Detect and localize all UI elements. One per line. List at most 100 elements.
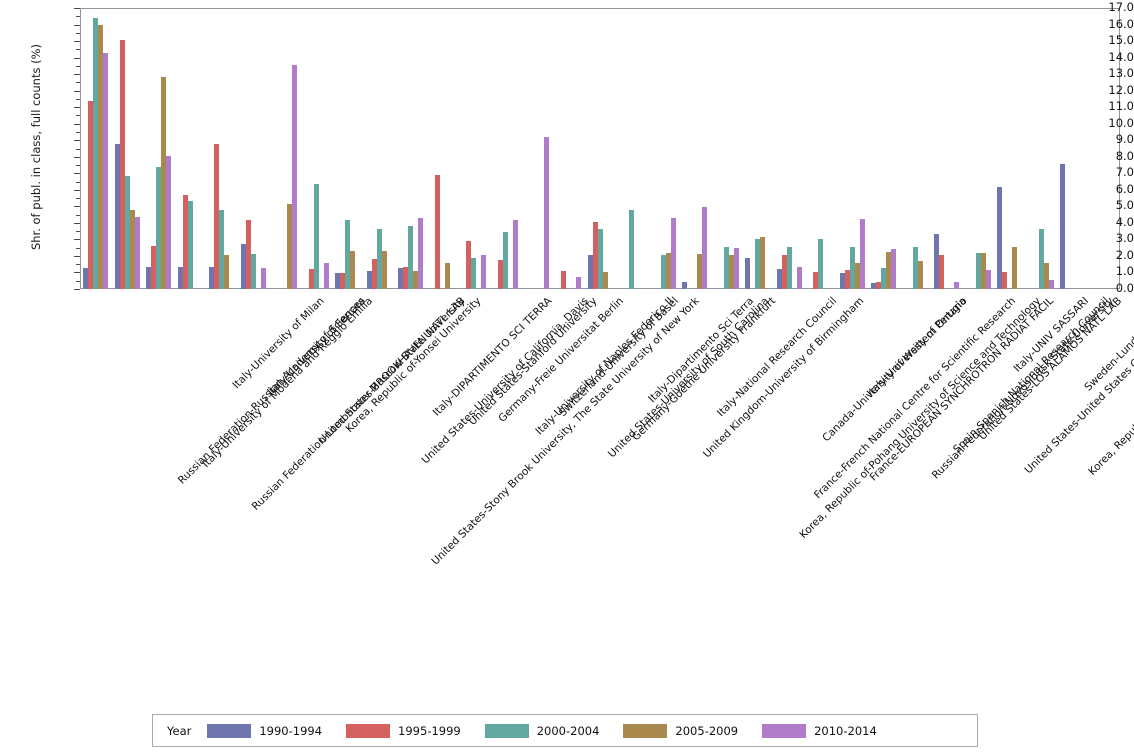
bar: [83, 267, 89, 289]
y-tick-mark: [74, 140, 80, 142]
y-tick-minor-mark: [76, 247, 80, 249]
bar: [146, 266, 152, 289]
legend-swatch: [346, 723, 391, 738]
y-tick-label: 2.0: [1115, 247, 1134, 262]
bar: [471, 258, 477, 289]
y-tick-minor-mark: [76, 264, 80, 266]
bar: [975, 252, 981, 289]
bar: [124, 175, 130, 289]
y-tick-mark: [74, 74, 80, 76]
y-tick-mark: [74, 189, 80, 191]
bar: [575, 276, 581, 289]
bar: [376, 229, 382, 289]
y-tick-label: 6.0: [1115, 181, 1134, 196]
bar: [871, 283, 877, 289]
legend-item[interactable]: 1995-1999: [346, 723, 461, 738]
bar: [854, 263, 860, 289]
legend-item[interactable]: 1990-1994: [207, 723, 322, 738]
y-tick-label: 7.0: [1115, 165, 1134, 180]
y-tick-minor-mark: [76, 115, 80, 117]
bar: [466, 241, 472, 289]
y-tick-mark: [74, 255, 80, 257]
y-tick-minor-mark: [76, 198, 80, 200]
y-tick-minor-mark: [76, 32, 80, 34]
bar: [917, 260, 923, 289]
bar: [702, 207, 708, 289]
bar: [366, 270, 372, 289]
bar: [156, 166, 162, 289]
bar: [592, 222, 598, 289]
bar: [177, 266, 183, 289]
y-tick-mark: [74, 107, 80, 109]
bar: [214, 143, 220, 289]
bar: [129, 209, 135, 289]
y-tick-minor-mark: [76, 131, 80, 133]
bar: [813, 272, 819, 289]
bar: [381, 250, 387, 289]
bar: [818, 238, 824, 289]
bar: [544, 136, 550, 289]
bar: [1038, 229, 1044, 289]
bar: [308, 269, 314, 289]
bar: [670, 217, 676, 289]
bar: [240, 243, 246, 289]
bar: [985, 269, 991, 289]
bar: [313, 184, 319, 289]
y-tick-label: 10.0: [1108, 115, 1134, 130]
bar: [891, 248, 897, 289]
bar: [418, 217, 424, 289]
bar: [755, 239, 761, 289]
bar: [839, 273, 845, 289]
y-tick-minor-mark: [76, 148, 80, 150]
legend-swatch: [207, 723, 252, 738]
bar: [1060, 164, 1066, 289]
bar: [350, 250, 356, 289]
legend-swatch: [762, 723, 807, 738]
y-tick-mark: [74, 123, 80, 125]
y-tick-label: 11.0: [1108, 99, 1134, 114]
bar: [413, 270, 419, 289]
bar: [1002, 272, 1008, 289]
bar: [587, 255, 593, 289]
bar: [103, 53, 109, 289]
legend-label: 2010-2014: [814, 723, 877, 738]
bar: [398, 268, 404, 289]
bar: [728, 255, 734, 289]
bar: [219, 209, 225, 289]
legend-item[interactable]: 2010-2014: [762, 723, 877, 738]
bar: [166, 155, 172, 289]
y-tick-mark: [74, 206, 80, 208]
bar: [292, 65, 298, 289]
bar: [781, 255, 787, 289]
bar: [881, 267, 887, 289]
y-tick-mark: [74, 239, 80, 241]
bar: [745, 257, 751, 289]
bar: [250, 254, 256, 289]
bar: [481, 255, 487, 289]
bar: [723, 246, 729, 289]
y-tick-minor-mark: [76, 98, 80, 100]
bar: [844, 269, 850, 289]
bar: [119, 40, 125, 289]
y-tick-label: 9.0: [1115, 132, 1134, 147]
bar: [245, 220, 251, 289]
legend-item[interactable]: 2000-2004: [484, 723, 599, 738]
bar: [1012, 246, 1018, 289]
y-tick-label: 17.0: [1108, 0, 1134, 14]
y-tick-label: 13.0: [1108, 66, 1134, 81]
bar: [340, 273, 346, 289]
legend-title: Year: [167, 723, 192, 738]
bar: [665, 253, 671, 289]
bar: [403, 266, 409, 289]
legend-swatch: [623, 723, 668, 738]
bar: [859, 218, 865, 289]
y-tick-mark: [74, 222, 80, 224]
bar: [497, 260, 503, 289]
bar: [371, 259, 377, 289]
legend-item[interactable]: 2005-2009: [623, 723, 738, 738]
y-tick-minor-mark: [76, 49, 80, 51]
bar: [434, 174, 440, 289]
bar: [980, 252, 986, 289]
y-tick-minor-mark: [76, 65, 80, 67]
y-tick-mark: [74, 173, 80, 175]
